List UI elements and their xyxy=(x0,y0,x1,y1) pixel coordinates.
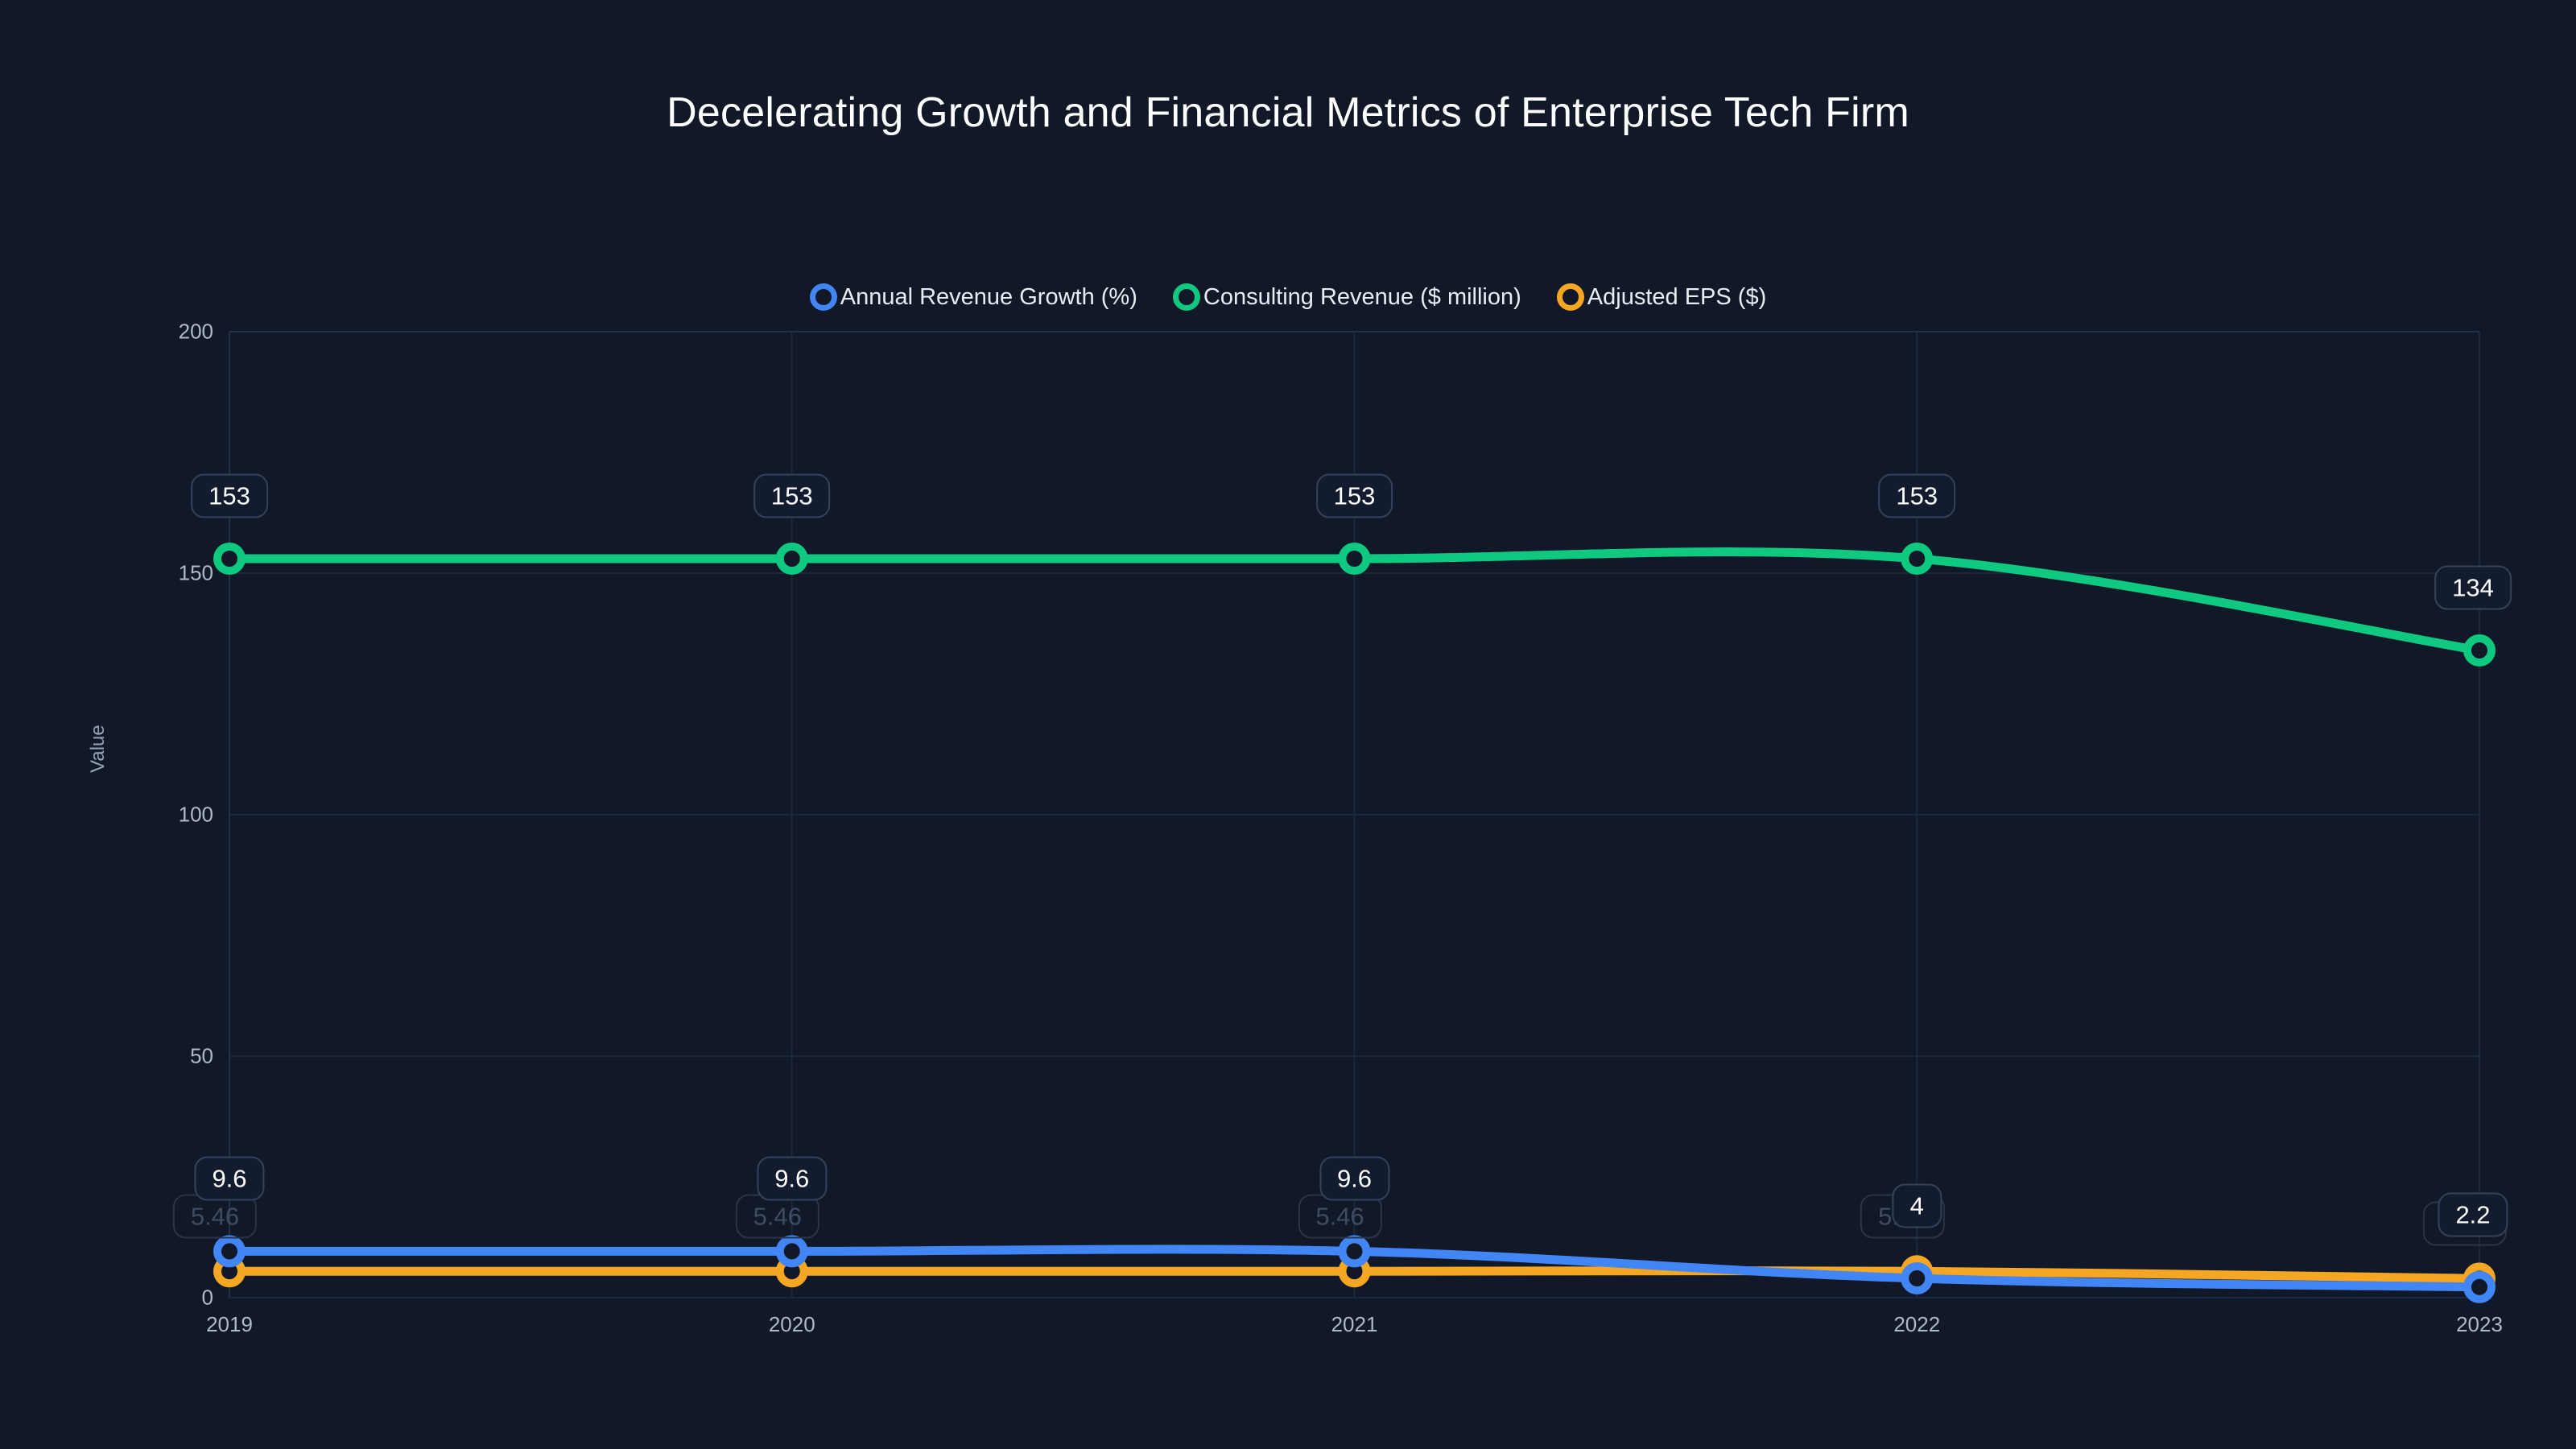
data-point-label: 134 xyxy=(2434,565,2512,610)
x-tick-label: 2019 xyxy=(206,1312,253,1336)
plot-svg xyxy=(213,331,2496,1303)
data-point-label: 2.2 xyxy=(2438,1192,2508,1237)
x-tick-label: 2020 xyxy=(768,1312,815,1336)
data-point-marker[interactable] xyxy=(775,543,808,575)
y-tick-label: 200 xyxy=(178,319,213,344)
x-tick-label: 2023 xyxy=(2456,1312,2503,1336)
data-point-label: 9.6 xyxy=(1319,1156,1390,1201)
data-point-marker[interactable] xyxy=(1338,543,1371,575)
data-point-marker[interactable] xyxy=(775,1235,808,1268)
series-markers xyxy=(213,1235,2496,1303)
data-point-label: 5.46 xyxy=(172,1194,258,1239)
data-point-marker[interactable] xyxy=(1901,543,1934,575)
series-markers xyxy=(213,543,2496,667)
y-axis-ticks: 200 150 100 50 0 xyxy=(157,320,213,1310)
legend-item-label: Adjusted EPS ($) xyxy=(1587,283,1767,310)
circle-outline-icon xyxy=(1556,283,1584,311)
series-layer xyxy=(213,543,2496,1303)
y-tick-label: 100 xyxy=(178,802,213,827)
data-point-label: 153 xyxy=(1315,473,1393,518)
data-point-label: 9.6 xyxy=(757,1156,828,1201)
data-point-label: 5.46 xyxy=(735,1194,819,1239)
y-tick-label: 0 xyxy=(201,1285,213,1310)
data-point-marker[interactable] xyxy=(213,1235,246,1268)
plot-area: 5.465.465.465.463.941531531531531349.69.… xyxy=(172,331,2512,1303)
circle-outline-icon xyxy=(1172,283,1200,311)
legend-item-label: Annual Revenue Growth (%) xyxy=(840,283,1137,310)
x-axis-ticks: 2019 2020 2021 2022 2023 xyxy=(206,1312,2503,1344)
data-point-label: 4 xyxy=(1892,1183,1942,1228)
data-point-label: 9.6 xyxy=(194,1156,265,1201)
legend-item-adjusted-eps[interactable]: Adjusted EPS ($) xyxy=(1556,283,1767,311)
data-point-label: 153 xyxy=(191,473,268,518)
legend-item-annual-revenue-growth[interactable]: Annual Revenue Growth (%) xyxy=(809,283,1137,311)
data-point-label: 153 xyxy=(753,473,831,518)
x-tick-label: 2022 xyxy=(1893,1312,1941,1336)
data-point-label: 153 xyxy=(1878,473,1956,518)
legend-item-consulting-revenue[interactable]: Consulting Revenue ($ million) xyxy=(1172,283,1521,311)
y-tick-label: 150 xyxy=(178,560,213,585)
legend-item-label: Consulting Revenue ($ million) xyxy=(1203,283,1521,310)
y-axis-title: Value xyxy=(87,724,109,773)
data-point-marker[interactable] xyxy=(213,543,246,575)
data-point-label: 5.46 xyxy=(1298,1194,1382,1239)
circle-outline-icon xyxy=(809,283,837,311)
data-point-marker[interactable] xyxy=(2463,1270,2496,1303)
data-point-marker[interactable] xyxy=(1338,1235,1371,1268)
y-tick-label: 50 xyxy=(190,1043,213,1068)
data-point-marker[interactable] xyxy=(2463,634,2496,667)
chart-legend: Annual Revenue Growth (%) Consulting Rev… xyxy=(0,283,2576,311)
chart-title: Decelerating Growth and Financial Metric… xyxy=(667,89,1909,136)
x-tick-label: 2021 xyxy=(1331,1312,1378,1336)
data-point-marker[interactable] xyxy=(1901,1262,1934,1294)
